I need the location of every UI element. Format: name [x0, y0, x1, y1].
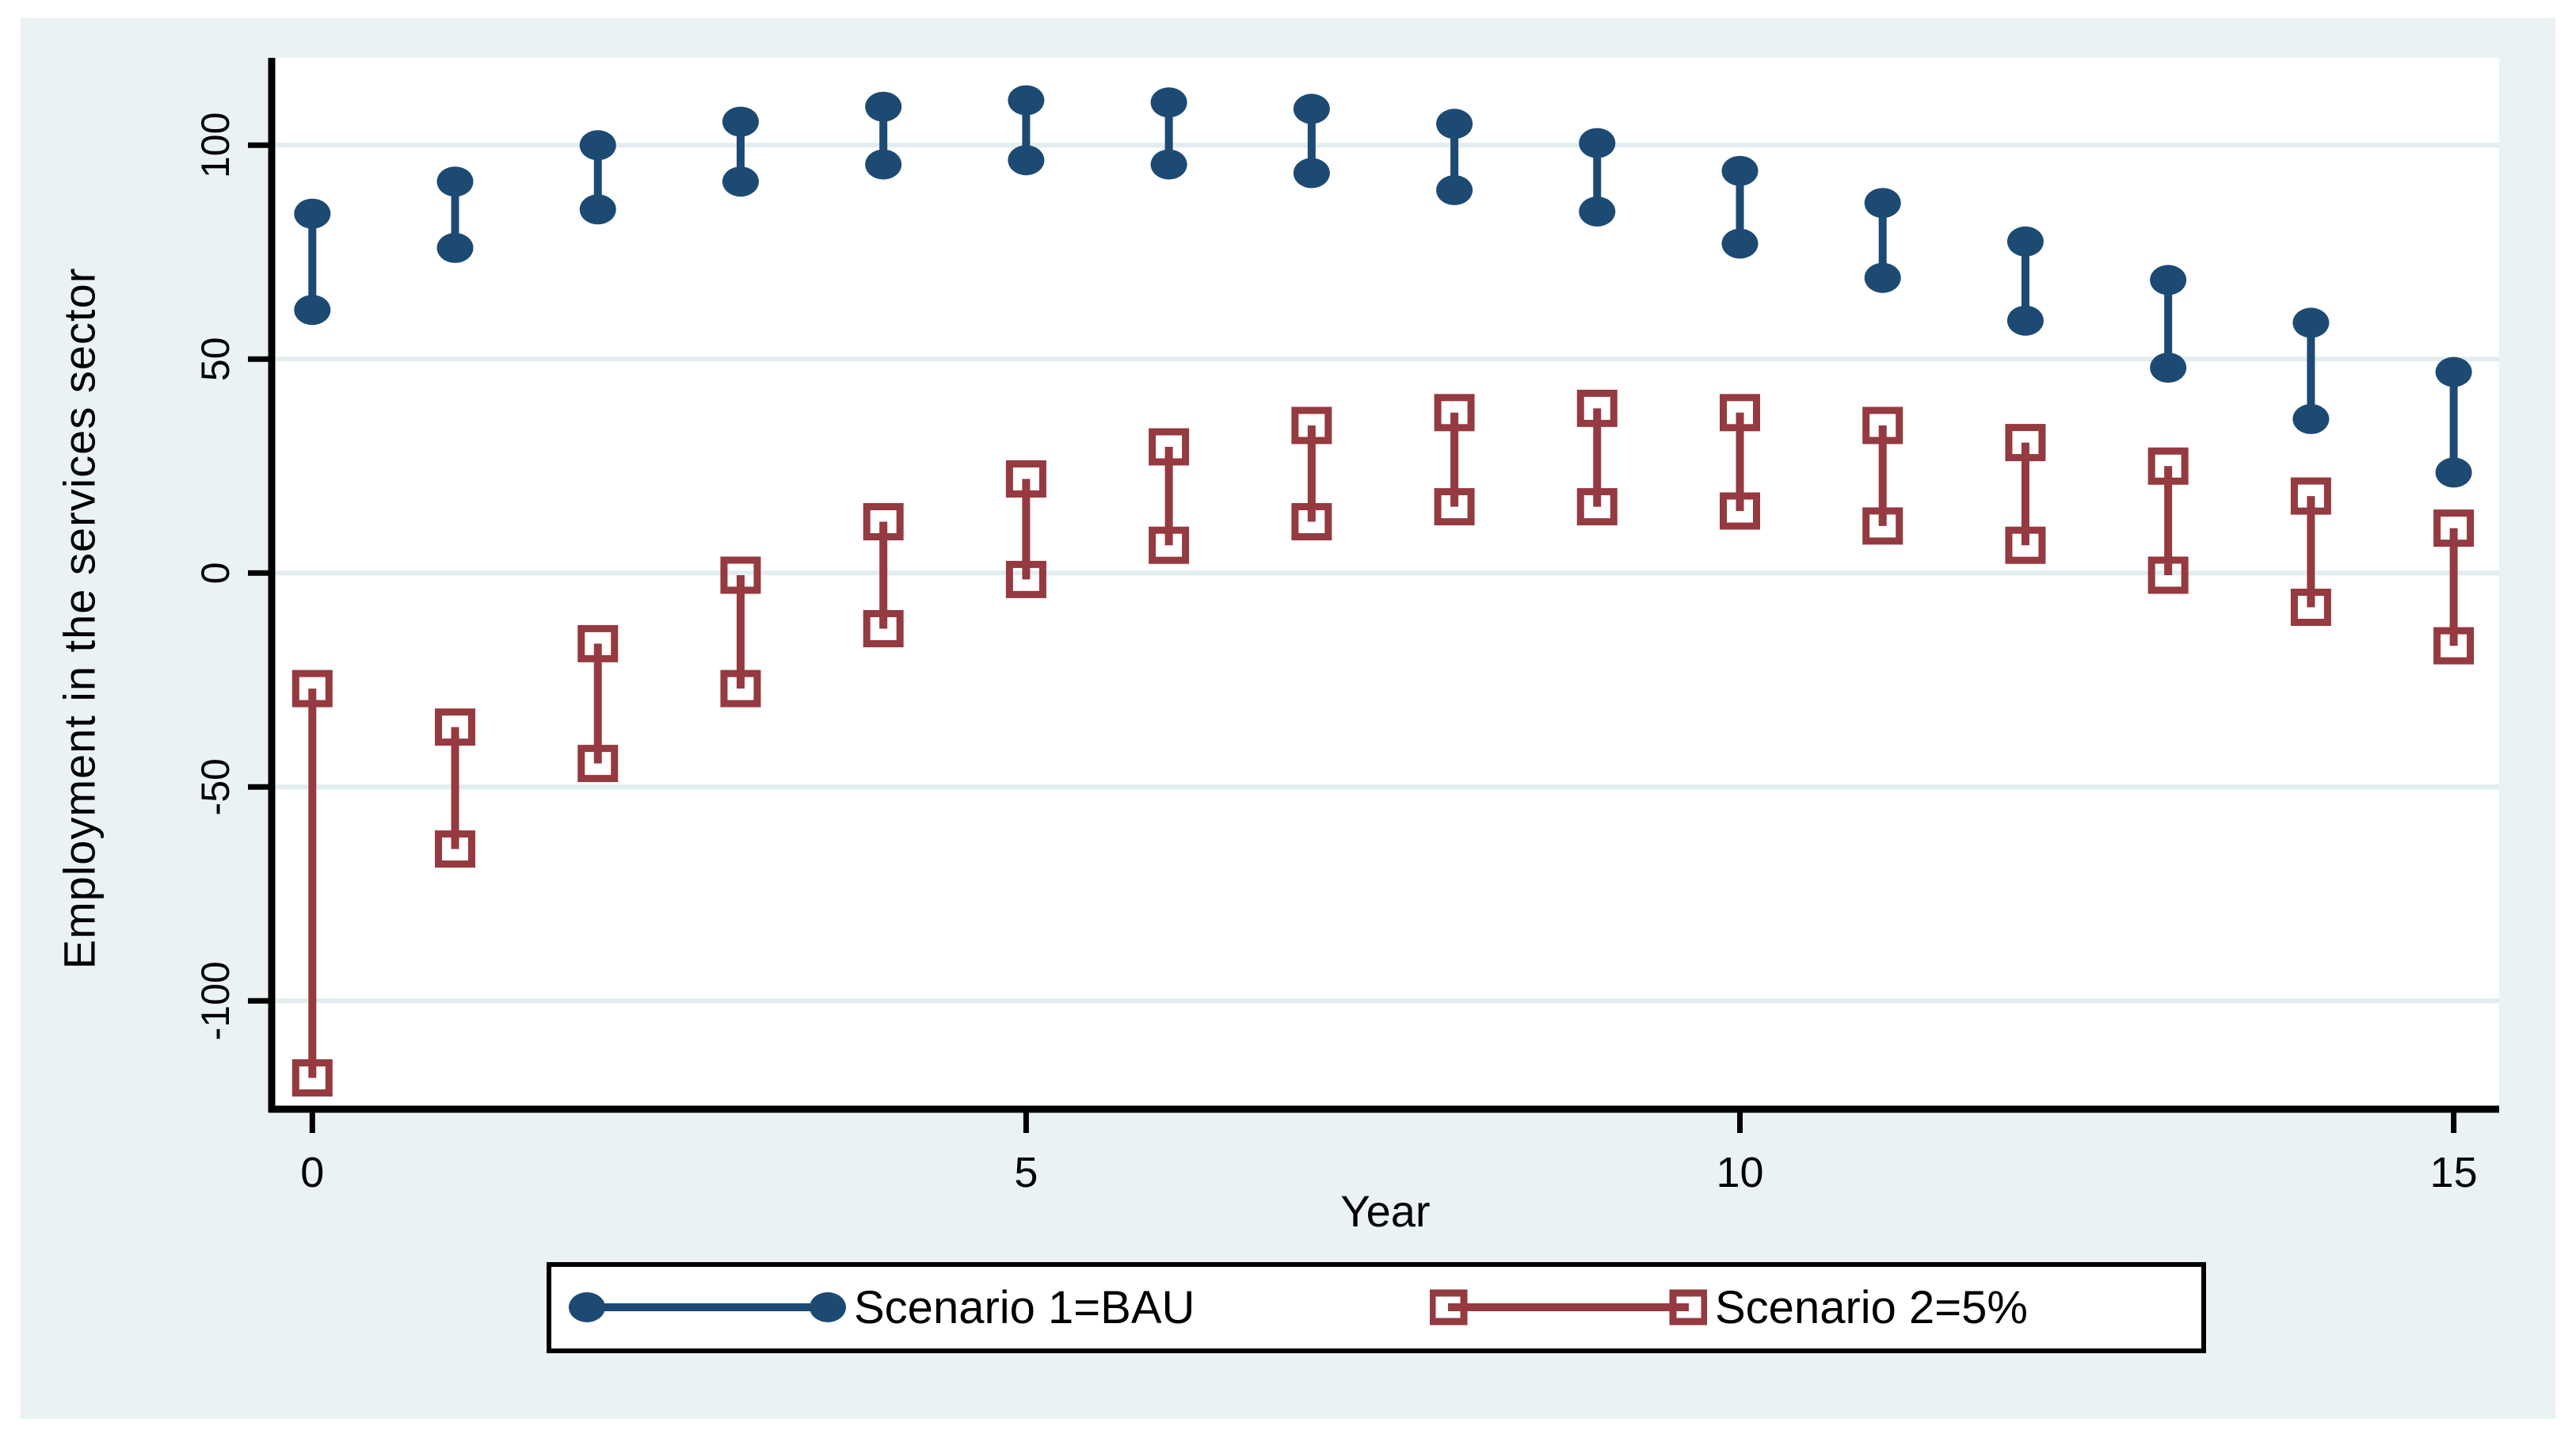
range-high-marker-s1	[865, 91, 902, 122]
range-high-marker-s1	[1293, 93, 1330, 124]
range-high-marker-s2	[435, 708, 476, 746]
y-tick-label: -100	[193, 961, 238, 1040]
range-low-marker-s2	[720, 669, 761, 708]
x-axis-title-text: Year	[1340, 1186, 1431, 1236]
x-tick-label: 5	[1014, 1149, 1038, 1196]
range-high-marker-s1	[294, 198, 331, 229]
range-low-marker-s1	[1008, 145, 1045, 176]
x-tick-label: 15	[2430, 1149, 2478, 1196]
range-high-marker-s2	[2433, 509, 2475, 547]
range-high-marker-s1	[2150, 265, 2187, 296]
range-low-marker-s2	[292, 1059, 333, 1097]
range-low-marker-s2	[1720, 492, 1760, 530]
range-low-marker-s1	[2006, 305, 2044, 336]
range-high-marker-s2	[2147, 447, 2189, 485]
range-high-marker-s2	[720, 556, 761, 594]
range-high-marker-s1	[436, 166, 474, 197]
y-tick-label: -50	[193, 758, 238, 815]
range-high-marker-s2	[1720, 394, 1760, 432]
range-low-marker-s2	[577, 745, 619, 783]
y-tick-label: 50	[193, 337, 238, 381]
x-tick-label: 10	[1716, 1149, 1763, 1196]
range-low-marker-s1	[722, 166, 759, 197]
range-low-marker-s2	[1576, 488, 1618, 526]
range-low-marker-s1	[1436, 175, 1473, 205]
y-tick-label: 100	[193, 113, 238, 178]
legend-key-scenario2	[1430, 1267, 1707, 1348]
legend-key-scenario1	[569, 1267, 846, 1348]
range-high-marker-s1	[2006, 226, 2044, 257]
range-high-marker-s2	[1149, 428, 1190, 466]
range-high-marker-s1	[2292, 307, 2330, 338]
range-low-marker-s2	[2433, 627, 2475, 665]
filled-circle-range-key-icon	[569, 1292, 846, 1322]
range-low-marker-s1	[436, 232, 474, 263]
range-high-marker-s1	[1864, 188, 1901, 219]
legend-label-scenario2: Scenario 2=5%	[1715, 1282, 2028, 1333]
hollow-square-range-key-icon	[1430, 1289, 1707, 1325]
range-high-marker-s1	[1721, 155, 1759, 186]
range-low-marker-s2	[1005, 560, 1046, 598]
range-high-marker-s2	[577, 624, 619, 662]
range-low-marker-s1	[865, 149, 902, 180]
range-low-marker-s2	[1862, 507, 1903, 545]
range-low-marker-s1	[1721, 228, 1759, 259]
range-low-marker-s1	[294, 295, 331, 326]
range-high-marker-s2	[2290, 477, 2331, 515]
range-high-marker-s1	[1008, 85, 1045, 116]
range-low-marker-s2	[2005, 526, 2046, 564]
range-high-marker-s2	[1434, 394, 1475, 432]
range-low-marker-s1	[2435, 457, 2472, 488]
range-low-marker-s2	[1434, 488, 1475, 526]
range-low-marker-s2	[1149, 526, 1190, 564]
range-high-marker-s2	[1862, 406, 1903, 444]
range-low-marker-s2	[2147, 556, 2189, 594]
range-high-marker-s1	[1579, 128, 1616, 158]
y-tick-label: 0	[193, 562, 238, 584]
range-high-marker-s1	[1436, 109, 1473, 139]
range-high-marker-s2	[1005, 460, 1046, 498]
range-low-marker-s1	[579, 194, 616, 225]
range-low-marker-s2	[435, 830, 476, 868]
x-axis-title: Year	[272, 1185, 2499, 1236]
range-low-marker-s1	[2292, 403, 2330, 434]
range-high-marker-s1	[2435, 357, 2472, 387]
plot-background	[272, 58, 2499, 1109]
range-high-marker-s1	[722, 106, 759, 137]
range-low-marker-s1	[1150, 149, 1187, 180]
range-low-marker-s2	[863, 610, 904, 647]
y-axis-title: Employment in the services sector	[48, 0, 111, 1236]
range-low-marker-s1	[1864, 262, 1901, 293]
range-high-marker-s2	[2005, 424, 2046, 462]
y-axis-title-text: Employment in the services sector	[54, 267, 105, 969]
legend-box: Scenario 1=BAU Scenario 2=5%	[547, 1262, 2206, 1353]
range-high-marker-s2	[1576, 389, 1618, 427]
range-low-marker-s2	[1291, 503, 1332, 540]
range-high-marker-s1	[579, 130, 616, 161]
range-high-marker-s2	[292, 669, 333, 708]
range-low-marker-s1	[2150, 353, 2187, 383]
range-low-marker-s2	[2290, 589, 2331, 626]
range-high-marker-s1	[1150, 87, 1187, 118]
range-high-marker-s2	[863, 503, 904, 540]
legend-label-scenario1: Scenario 1=BAU	[854, 1282, 1195, 1333]
x-tick-label: 0	[300, 1149, 324, 1196]
range-high-marker-s2	[1291, 406, 1332, 444]
range-low-marker-s1	[1579, 196, 1616, 227]
range-low-marker-s1	[1293, 158, 1330, 189]
